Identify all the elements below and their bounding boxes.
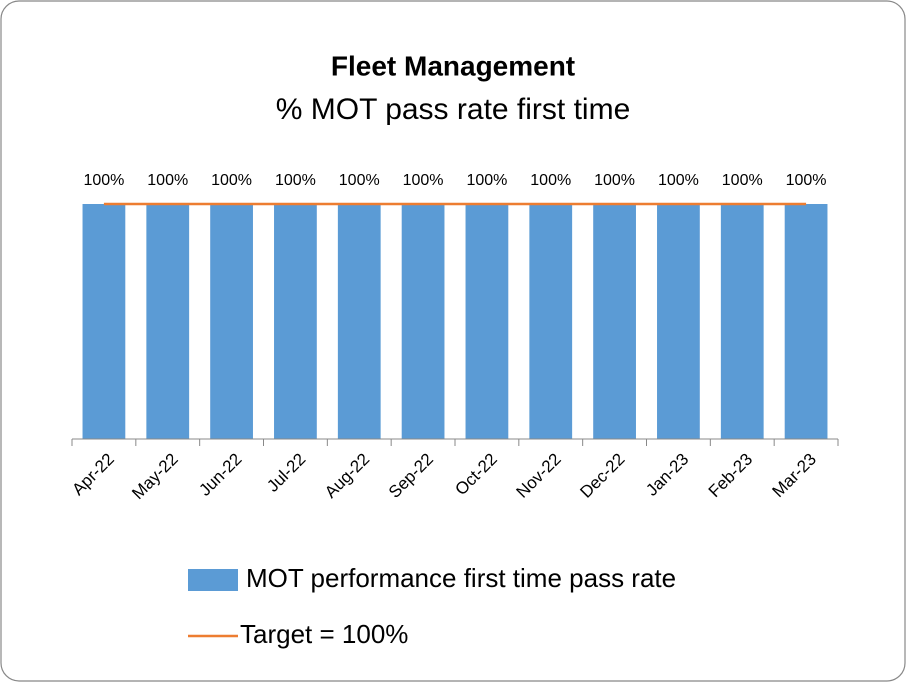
bar	[784, 204, 828, 439]
data-label: 100%	[530, 172, 571, 189]
data-label: 100%	[147, 172, 188, 189]
legend-label: MOT performance first time pass rate	[246, 563, 676, 593]
bar	[274, 204, 317, 439]
bar	[720, 204, 764, 439]
data-label: 100%	[466, 172, 507, 189]
bar	[82, 204, 126, 439]
bar	[593, 204, 636, 439]
data-label: 100%	[403, 172, 444, 189]
data-label: 100%	[211, 172, 252, 189]
bar	[657, 204, 700, 439]
data-label: 100%	[658, 172, 699, 189]
bar	[401, 204, 445, 439]
data-label: 100%	[594, 172, 635, 189]
bar	[210, 204, 253, 439]
chart-subtitle: % MOT pass rate first time	[276, 93, 631, 126]
data-label: 100%	[275, 172, 316, 189]
legend-swatch	[188, 569, 238, 591]
bar	[529, 204, 573, 439]
legend-label: Target = 100%	[240, 619, 408, 649]
bar	[146, 204, 190, 439]
data-label: 100%	[339, 172, 380, 189]
data-label: 100%	[722, 172, 763, 189]
bar	[337, 204, 381, 439]
data-label: 100%	[786, 172, 827, 189]
chart-title: Fleet Management	[331, 50, 575, 81]
bar	[465, 204, 509, 439]
data-label: 100%	[83, 172, 124, 189]
